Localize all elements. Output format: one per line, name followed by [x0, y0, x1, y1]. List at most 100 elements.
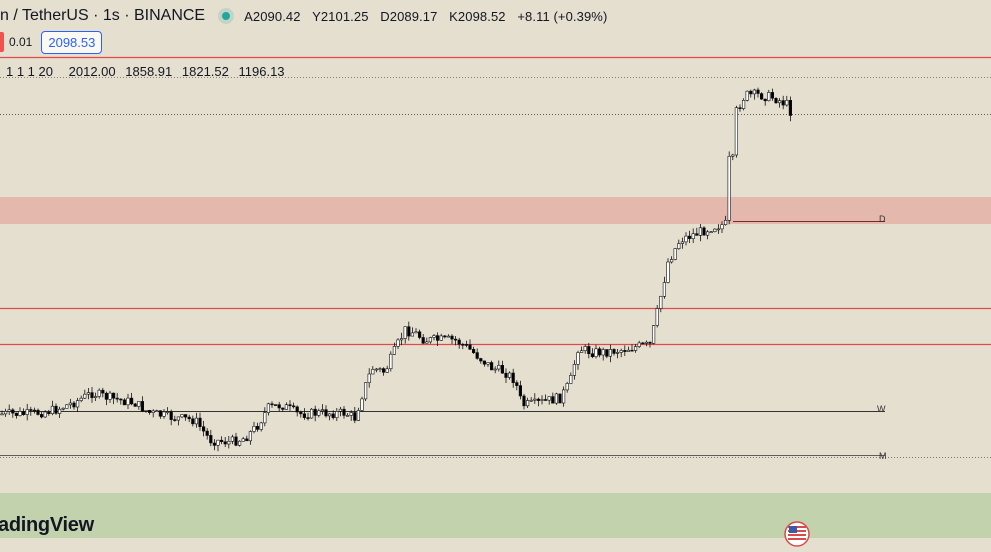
monthly-level-label: M: [879, 451, 887, 461]
ohlc-values: A2090.42 Y2101.25 D2089.17 K2098.52 +8.1…: [244, 9, 615, 24]
candle-body: [435, 335, 440, 341]
candle-body: [536, 398, 540, 401]
candle-body: [230, 436, 235, 442]
candle-body: [202, 426, 206, 432]
candle-body: [7, 409, 11, 412]
candle-body: [273, 404, 278, 406]
candle-body: [21, 411, 26, 415]
candle-body: [68, 402, 72, 406]
candle-body: [205, 430, 209, 436]
candle-body: [252, 425, 256, 432]
buy-price-button[interactable]: 2098.53: [41, 30, 103, 54]
candle-body: [288, 404, 292, 407]
candle-body: [558, 393, 562, 404]
candle-body: [198, 417, 202, 428]
candle-body: [486, 362, 490, 365]
candle-body: [148, 409, 152, 413]
candle-body: [94, 396, 98, 399]
candle-body: [86, 392, 90, 395]
candle-body: [612, 349, 616, 354]
candle-body: [241, 438, 245, 442]
ohlc-low: D2089.17: [380, 8, 438, 24]
candle-body: [47, 411, 51, 415]
candle-body: [561, 389, 566, 404]
candle-body: [450, 335, 454, 340]
candle-body: [788, 100, 792, 116]
candle-body: [238, 440, 242, 446]
candle-body: [54, 405, 58, 414]
ohlc-open: A2090.42: [244, 8, 301, 24]
candle-body: [587, 346, 591, 354]
candle-body: [36, 409, 40, 415]
candle-body: [43, 411, 47, 418]
indicator-value-1: 2012.00: [68, 64, 116, 79]
tradingview-logo[interactable]: adingView: [0, 514, 94, 536]
candle-body: [648, 341, 652, 344]
candle-body: [471, 348, 476, 353]
candle-body: [500, 364, 505, 374]
candle-body: [489, 362, 494, 371]
candle-body: [421, 337, 425, 344]
daily-level-label: D: [879, 214, 886, 224]
candle-body: [4, 411, 8, 415]
candle-body: [194, 417, 199, 425]
candle-body: [396, 339, 400, 347]
candle-body: [277, 404, 281, 409]
candle-body: [345, 415, 350, 417]
candle-body: [583, 346, 587, 351]
chart-header: n / TetherUS · 1s · BINANCE A2090.42 Y21…: [0, 4, 991, 28]
candle-body: [414, 331, 418, 334]
candle-body: [439, 335, 443, 341]
candle-body: [25, 409, 29, 415]
candle-body: [705, 231, 710, 236]
candle-body: [234, 436, 238, 446]
candle-body: [417, 331, 422, 338]
candle-body: [389, 353, 393, 370]
candle-body: [309, 408, 314, 419]
candle-body: [410, 332, 415, 337]
candle-body: [551, 396, 555, 404]
candle-body: [83, 393, 87, 399]
indicator-value-4: 1196.13: [238, 64, 285, 79]
candle-body: [349, 412, 353, 416]
candle-body: [374, 368, 379, 371]
candle-body: [482, 360, 487, 365]
candle-body: [695, 233, 699, 236]
candle-body: [677, 243, 681, 250]
candle-body: [381, 368, 386, 373]
candle-body: [590, 353, 594, 358]
candle-body: [320, 409, 325, 412]
candle-body: [403, 326, 407, 339]
candle-body: [446, 335, 451, 338]
candle-body: [284, 404, 289, 410]
ohlc-high: Y2101.25: [312, 8, 369, 24]
tick-size: 0.01: [9, 35, 33, 49]
candle-body: [565, 383, 569, 391]
candle-body: [306, 417, 310, 419]
candle-body: [687, 235, 692, 239]
market-status-icon: [222, 12, 231, 20]
indicator-value-3: 1821.52: [181, 64, 229, 79]
candle-body: [166, 411, 170, 413]
candle-body: [72, 402, 76, 408]
candle-body: [266, 403, 271, 413]
candlestick-series: [0, 87, 792, 452]
candle-body: [317, 410, 321, 416]
sell-button-edge[interactable]: [0, 32, 4, 52]
indicator-legend[interactable]: 1 1 1 20 2012.00 1858.91 1821.52 1196.13: [6, 64, 291, 79]
candle-body: [425, 341, 429, 344]
candle-body: [723, 220, 728, 225]
candle-body: [759, 93, 764, 100]
candle-body: [270, 403, 274, 406]
candle-body: [605, 349, 609, 357]
candle-body: [630, 349, 634, 352]
candle-body: [176, 416, 181, 421]
candle-body: [65, 404, 69, 409]
candle-body: [716, 228, 720, 231]
symbol-title[interactable]: n / TetherUS · 1s · BINANCE: [0, 7, 206, 24]
candle-body: [122, 399, 126, 406]
candle-body: [144, 409, 148, 412]
us-flag-icon[interactable]: [784, 521, 810, 547]
candle-body: [79, 397, 83, 401]
